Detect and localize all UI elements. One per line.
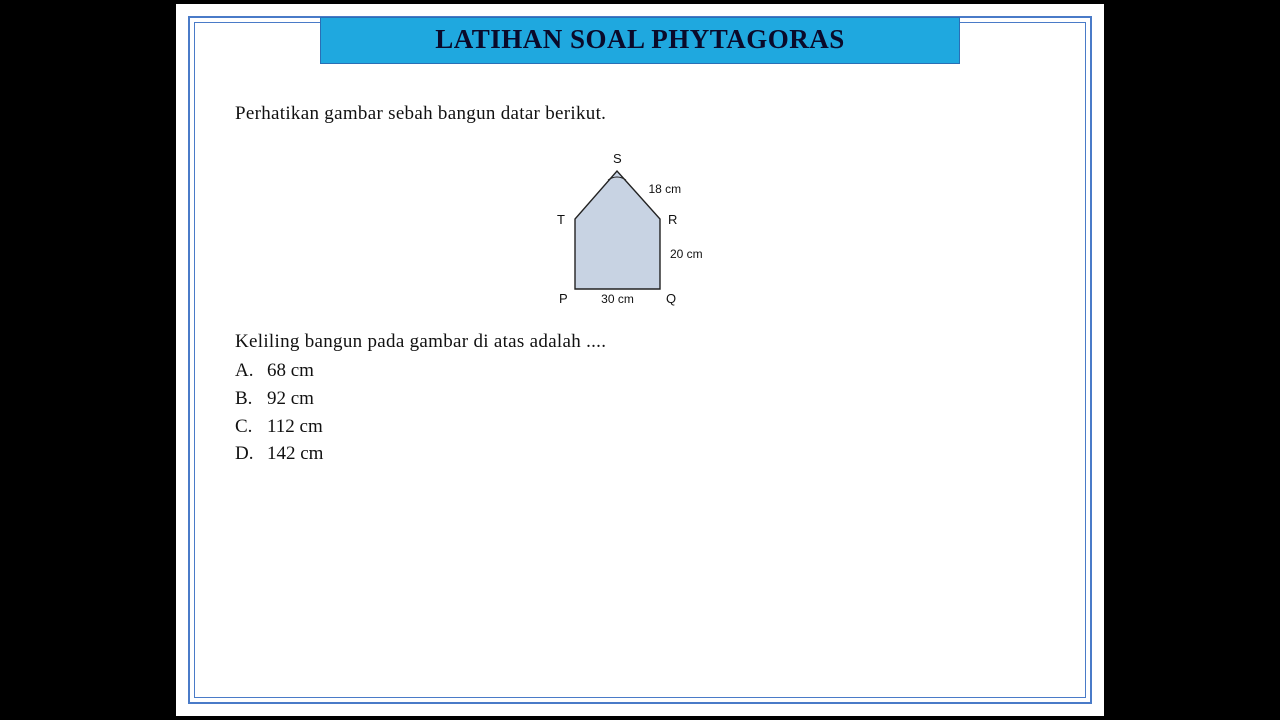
svg-text:Q: Q [666,291,676,306]
option-letter: D. [235,441,257,467]
svg-text:R: R [668,212,677,227]
answer-options: A. 68 cm B. 92 cm C. 112 cm D. 142 cm [235,358,1045,467]
option-letter: A. [235,358,257,384]
option-text: 68 cm [267,358,314,384]
problem-question: Keliling bangun pada gambar di atas adal… [235,329,1045,355]
title-banner: LATIHAN SOAL PHYTAGORAS [320,17,960,64]
option-text: 92 cm [267,386,314,412]
option-b: B. 92 cm [235,386,1045,412]
option-letter: C. [235,414,257,440]
problem-intro: Perhatikan gambar sebah bangun datar ber… [235,101,1045,127]
option-a: A. 68 cm [235,358,1045,384]
svg-text:T: T [557,212,565,227]
pentagon-figure: S T R P Q 18 cm 20 cm 30 cm [525,141,755,311]
option-letter: B. [235,386,257,412]
svg-text:S: S [613,151,622,166]
option-d: D. 142 cm [235,441,1045,467]
svg-text:18 cm: 18 cm [649,182,682,196]
document-page: LATIHAN SOAL PHYTAGORAS Perhatikan gamba… [176,4,1104,716]
option-text: 142 cm [267,441,323,467]
option-c: C. 112 cm [235,414,1045,440]
svg-text:20 cm: 20 cm [670,247,703,261]
content-area: Perhatikan gambar sebah bangun datar ber… [195,23,1085,467]
outer-border: LATIHAN SOAL PHYTAGORAS Perhatikan gamba… [188,16,1092,704]
svg-text:30 cm: 30 cm [601,292,634,306]
svg-text:P: P [559,291,568,306]
title-text: LATIHAN SOAL PHYTAGORAS [321,24,959,55]
inner-border: LATIHAN SOAL PHYTAGORAS Perhatikan gamba… [194,22,1086,698]
option-text: 112 cm [267,414,323,440]
figure-container: S T R P Q 18 cm 20 cm 30 cm [235,141,1045,311]
